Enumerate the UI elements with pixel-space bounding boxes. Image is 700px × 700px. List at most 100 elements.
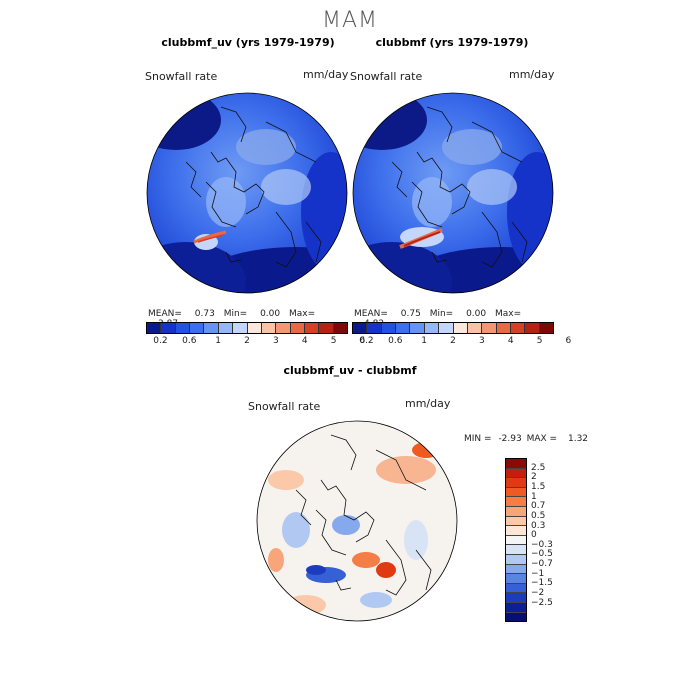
panel-2-colorbar-swatch	[367, 323, 382, 333]
panel-2-title: clubbmf (yrs 1979-1979)	[375, 36, 529, 49]
diff-colorbar-swatch	[506, 516, 526, 527]
panel-2-colorbar-swatch	[353, 323, 368, 333]
panel-2-colorbar-swatch	[453, 323, 468, 333]
panel-1-colorbar-swatch	[333, 323, 348, 333]
panel-1-variable: Snowfall rate	[145, 70, 218, 83]
panel-2-colorbar-tick: 5	[536, 336, 543, 346]
panel-2-map	[352, 92, 554, 294]
panel-2-colorbar-swatch	[467, 323, 483, 333]
diff-colorbar-swatch	[506, 478, 526, 488]
panel-1-colorbar-tick: 3	[272, 336, 279, 346]
panel-1-colorbar-swatch	[319, 323, 334, 333]
panel-2-colorbar-tick: 4	[507, 336, 514, 346]
diff-colorbar-tick: −0.3	[531, 539, 553, 550]
panel-1-colorbar-swatch	[247, 323, 262, 333]
diff-colorbar-tick: −2.5	[531, 597, 553, 608]
diff-colorbar	[505, 458, 527, 622]
panel-1-colorbar-tick: 0.2	[153, 336, 168, 346]
diff-colorbar-swatch	[506, 535, 526, 546]
panel-1-title: clubbmf_uv (yrs 1979-1979)	[161, 36, 335, 49]
panel-2-colorbar-tick: 2	[450, 336, 456, 346]
panel-2-units: mm/day	[509, 68, 555, 81]
panel-1-colorbar-swatch	[190, 323, 205, 333]
diff-colorbar-tick: 0.5	[531, 510, 546, 521]
diff-colorbar-tick: −1	[531, 568, 545, 579]
diff-colorbar-swatch	[506, 574, 526, 584]
diff-colorbar-swatch	[506, 593, 526, 603]
diff-colorbar-tick: −0.5	[531, 549, 553, 560]
panel-1-colorbar-swatch	[233, 323, 248, 333]
season-title: MAM	[321, 8, 378, 33]
panel-1-min-label: Min=	[223, 309, 248, 319]
diff-colorbar-swatch	[506, 526, 526, 536]
panel-2-colorbar-swatch	[410, 323, 425, 333]
diff-variable: Snowfall rate	[248, 400, 321, 413]
panel-2-mean: 0.75	[400, 309, 421, 319]
diff-max-label: MAX =	[526, 434, 558, 444]
panel-2-colorbar-ticks: 0.2 0.6 1 2 3 4 5 6	[352, 336, 571, 348]
diff-colorbar-tick: 2	[531, 472, 537, 483]
diff-colorbar-ticks: 2.5 2 1.5 1 0.7 0.5 0.3 0 −0.3 −0.5 −0.7 −1 −1.5 −2 −2…	[531, 458, 581, 622]
panel-1-min: 0.00	[260, 309, 281, 319]
diff-colorbar-tick: 0.3	[531, 520, 546, 531]
panel-2-colorbar-swatch	[424, 323, 440, 333]
diff-colorbar-swatch	[506, 545, 526, 555]
panel-2-colorbar-swatch	[396, 323, 411, 333]
panel-1-mean: 0.73	[194, 309, 215, 319]
panel-2-colorbar	[352, 322, 554, 334]
panel-2-colorbar-swatch	[496, 323, 511, 333]
diff-title: clubbmf_uv - clubbmf	[283, 364, 417, 377]
diff-colorbar-tick: −1.5	[531, 578, 553, 589]
panel-2-colorbar-tick: 3	[478, 336, 485, 346]
panel-1-map	[146, 92, 348, 294]
diff-map	[256, 420, 458, 622]
panel-1-colorbar-tick: 1	[215, 336, 221, 346]
panel-1-colorbar-swatch	[304, 323, 320, 333]
diff-colorbar-swatch	[506, 612, 526, 622]
diff-units: mm/day	[405, 397, 451, 410]
panel-1-colorbar-swatch	[261, 323, 277, 333]
diff-colorbar-tick: −0.7	[531, 559, 553, 570]
diff-colorbar-swatch	[506, 459, 526, 469]
diff-minmax: MIN = -2.93 MAX = 1.32	[464, 434, 604, 444]
panel-2-colorbar-swatch	[439, 323, 454, 333]
diff-colorbar-swatch	[506, 564, 526, 575]
diff-colorbar-swatch	[506, 602, 526, 613]
diff-min-label: MIN =	[464, 434, 492, 444]
panel-1-colorbar-tick: 4	[301, 336, 308, 346]
panel-2-variable: Snowfall rate	[350, 70, 423, 83]
panel-1-colorbar-tick: 5	[330, 336, 337, 346]
panel-1-colorbar-swatch	[147, 323, 162, 333]
diff-colorbar-swatch	[506, 487, 526, 498]
panel-1-colorbar-ticks: 0.2 0.6 1 2 3 4 5 6	[146, 336, 365, 348]
panel-2-colorbar-swatch	[482, 323, 497, 333]
diff-colorbar-swatch	[506, 497, 526, 507]
panel-2-colorbar-swatch	[510, 323, 526, 333]
panel-1-colorbar-tick: 2	[244, 336, 250, 346]
panel-2-colorbar-tick: 0.2	[359, 336, 374, 346]
panel-2-min: 0.00	[466, 309, 487, 319]
panel-2-max-label: Max=	[495, 309, 522, 319]
panel-2-colorbar-tick: 1	[421, 336, 427, 346]
panel-2-colorbar-tick: 0.6	[388, 336, 403, 346]
diff-colorbar-tick: 0	[531, 530, 537, 541]
panel-1-colorbar-tick: 6	[359, 336, 366, 346]
diff-colorbar-tick: 1	[531, 491, 537, 502]
panel-2-mean-label: MEAN=	[354, 309, 388, 319]
panel-2-colorbar-tick: 6	[565, 336, 572, 346]
diff-colorbar-tick: 2.5	[531, 462, 546, 473]
panel-1-colorbar-swatch	[204, 323, 219, 333]
panel-1-colorbar-tick: 0.6	[182, 336, 197, 346]
panel-1-units: mm/day	[303, 68, 349, 81]
panel-1-max-label: Max=	[289, 309, 316, 319]
panel-1-colorbar-swatch	[290, 323, 305, 333]
diff-colorbar-swatch	[506, 506, 526, 517]
panel-1-colorbar	[146, 322, 348, 334]
panel-1-colorbar-swatch	[175, 323, 191, 333]
diff-colorbar-swatch	[506, 468, 526, 479]
diff-min: -2.93	[498, 434, 522, 444]
panel-1-colorbar-swatch	[161, 323, 176, 333]
panel-1-colorbar-swatch	[218, 323, 234, 333]
diff-colorbar-swatch	[506, 554, 526, 565]
diff-colorbar-tick: −2	[531, 588, 545, 599]
